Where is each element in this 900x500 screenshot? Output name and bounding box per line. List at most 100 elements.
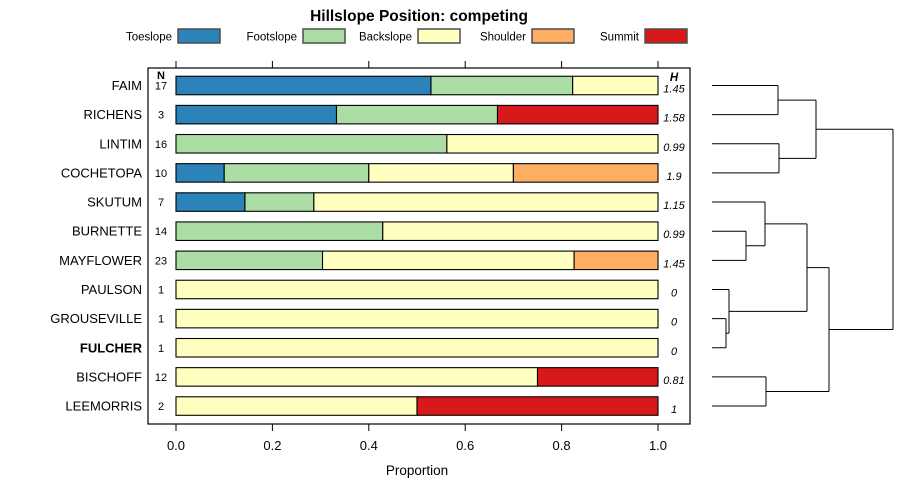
row-h-value: 0 xyxy=(671,346,678,358)
row-h-value: 1.45 xyxy=(663,84,685,96)
bar-segment-backslope xyxy=(368,163,514,183)
bar-segment-backslope xyxy=(321,250,575,271)
bar-segment-backslope xyxy=(313,192,659,212)
x-tick-label: 0.4 xyxy=(360,438,378,453)
row-grouseville: GROUSEVILLE 1 0 xyxy=(50,308,678,329)
bar-segment-backslope xyxy=(382,221,659,241)
bar-segment-toeslope xyxy=(175,104,338,125)
legend-label-shoulder: Shoulder xyxy=(480,32,526,44)
row-cochetopa: COCHETOPA 10 1.9 xyxy=(61,163,682,183)
bar-segment-toeslope xyxy=(175,75,432,96)
row-n-value: 3 xyxy=(158,110,164,122)
legend-swatch-summit xyxy=(644,28,688,44)
legend-swatch-backslope xyxy=(417,28,461,44)
row-label-fulcher: FULCHER xyxy=(80,340,143,355)
row-label-mayflower: MAYFLOWER xyxy=(59,253,142,268)
bar-segment-footslope xyxy=(244,192,315,212)
row-label-skutum: SKUTUM xyxy=(87,195,142,210)
row-n-value: 10 xyxy=(155,168,167,180)
row-label-paulson: PAULSON xyxy=(81,282,142,297)
bar-segment-backslope xyxy=(175,308,659,329)
bar-segment-backslope xyxy=(175,279,659,300)
row-n-value: 14 xyxy=(155,226,167,238)
x-tick-label: 0.6 xyxy=(456,438,474,453)
row-faim: FAIM 17 1.45 xyxy=(112,75,686,96)
row-label-richens: RICHENS xyxy=(83,107,142,122)
bar-segment-backslope xyxy=(572,75,659,96)
chart-title: Hillslope Position: competing xyxy=(310,8,528,25)
row-label-faim: FAIM xyxy=(112,78,142,93)
row-h-value: 0.81 xyxy=(663,375,684,387)
row-label-grouseville: GROUSEVILLE xyxy=(50,311,142,326)
row-burnette: BURNETTE 14 0.99 xyxy=(72,221,685,241)
n-column-header: N xyxy=(157,70,165,82)
row-h-value: 0.99 xyxy=(663,229,684,241)
plot-border xyxy=(147,67,691,425)
bar-segment-summit xyxy=(416,396,659,416)
legend-swatch-toeslope xyxy=(177,28,221,44)
row-label-leemorris: LEEMORRIS xyxy=(65,399,142,414)
bar-segment-shoulder xyxy=(512,163,659,183)
legend-swatch-footslope xyxy=(302,28,346,44)
row-n-value: 12 xyxy=(155,372,167,384)
row-h-value: 0 xyxy=(671,287,678,299)
legend-label-backslope: Backslope xyxy=(359,32,412,44)
row-n-value: 1 xyxy=(158,284,164,296)
row-h-value: 1.58 xyxy=(663,113,685,125)
x-tick-label: 0.0 xyxy=(167,438,185,453)
row-n-value: 23 xyxy=(155,255,167,267)
bar-segment-footslope xyxy=(223,163,370,183)
bar-segment-backslope xyxy=(175,396,418,416)
legend: Toeslope Footslope Backslope Shoulder Summit xyxy=(126,28,688,44)
h-column-header: H xyxy=(670,72,679,84)
bar-segment-summit xyxy=(496,104,659,125)
bar-segment-toeslope xyxy=(175,163,225,183)
row-h-value: 1.9 xyxy=(666,171,681,183)
row-h-value: 1 xyxy=(671,404,677,416)
legend-label-footslope: Footslope xyxy=(246,32,297,44)
row-n-value: 1 xyxy=(158,314,164,326)
bar-segment-backslope xyxy=(175,367,539,387)
legend-label-summit: Summit xyxy=(600,32,640,44)
row-n-value: 16 xyxy=(155,139,167,151)
row-n-value: 7 xyxy=(158,197,164,209)
row-fulcher: FULCHER 1 0 xyxy=(80,337,678,358)
row-n-value: 2 xyxy=(158,401,164,413)
row-label-bischoff: BISCHOFF xyxy=(76,369,142,384)
row-label-burnette: BURNETTE xyxy=(72,224,142,239)
row-mayflower: MAYFLOWER 23 1.45 xyxy=(59,250,686,271)
row-skutum: SKUTUM 7 1.15 xyxy=(87,192,686,212)
bar-segment-toeslope xyxy=(175,192,246,212)
bar-segment-footslope xyxy=(335,104,499,125)
row-h-value: 0 xyxy=(671,317,678,329)
row-n-value: 17 xyxy=(155,81,167,93)
row-h-value: 1.15 xyxy=(663,200,685,212)
row-h-value: 0.99 xyxy=(663,142,684,154)
row-leemorris: LEEMORRIS 2 1 xyxy=(65,396,677,416)
dendrogram xyxy=(712,85,894,407)
row-label-cochetopa: COCHETOPA xyxy=(61,165,142,180)
legend-swatch-shoulder xyxy=(531,28,575,44)
row-h-value: 1.45 xyxy=(663,258,685,270)
row-label-lintim: LINTIM xyxy=(99,136,142,151)
bar-segment-footslope xyxy=(175,133,448,154)
row-richens: RICHENS 3 1.58 xyxy=(83,104,686,125)
bar-segment-backslope xyxy=(446,133,659,154)
x-axis: 0.0 0.2 0.4 0.6 0.8 1.0 xyxy=(167,61,667,453)
row-paulson: PAULSON 1 0 xyxy=(81,279,678,300)
legend-label-toeslope: Toeslope xyxy=(126,32,172,44)
x-axis-title: Proportion xyxy=(386,463,448,478)
bar-segment-footslope xyxy=(175,250,324,271)
x-tick-label: 0.2 xyxy=(263,438,281,453)
bar-segment-footslope xyxy=(430,75,574,96)
x-tick-label: 1.0 xyxy=(649,438,667,453)
row-n-value: 1 xyxy=(158,343,164,355)
bar-segment-shoulder xyxy=(573,250,659,271)
bar-segment-backslope xyxy=(175,337,659,358)
bar-segment-footslope xyxy=(175,221,384,241)
x-tick-label: 0.8 xyxy=(553,438,571,453)
bar-segment-summit xyxy=(536,367,659,387)
